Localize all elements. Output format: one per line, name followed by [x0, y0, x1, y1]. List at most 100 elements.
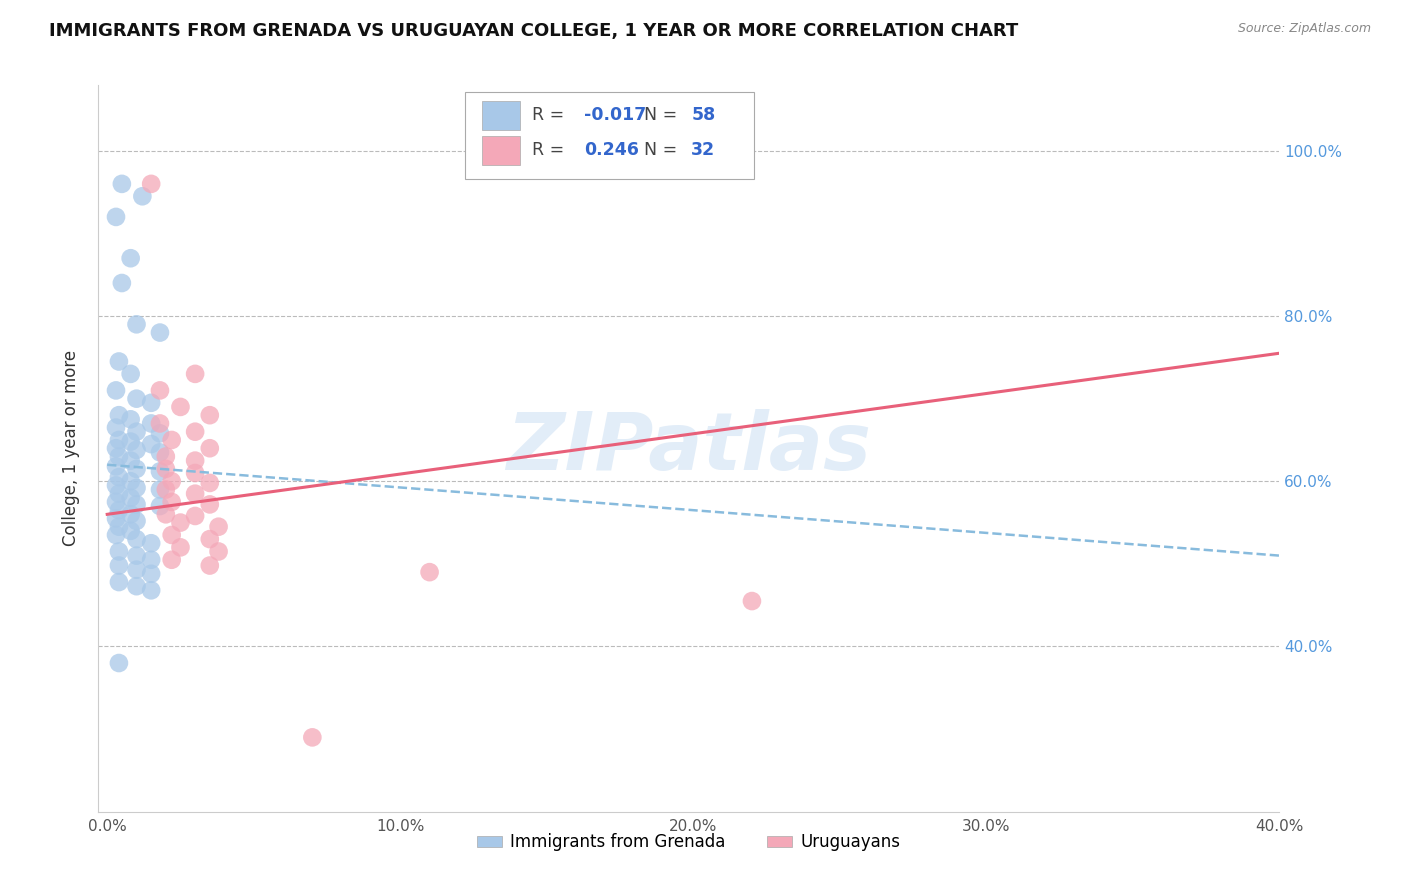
- Point: [120, 508, 142, 522]
- Point: [120, 367, 142, 381]
- Point: [120, 434, 142, 449]
- Point: [125, 392, 148, 406]
- Point: [419, 565, 441, 579]
- Point: [125, 425, 148, 439]
- Point: [160, 553, 183, 567]
- Point: [120, 524, 142, 538]
- Text: N =: N =: [644, 106, 683, 124]
- Point: [184, 508, 207, 523]
- Point: [105, 528, 128, 542]
- Point: [108, 503, 131, 517]
- Point: [169, 541, 191, 555]
- FancyBboxPatch shape: [464, 92, 754, 179]
- Point: [149, 417, 172, 431]
- Point: [155, 462, 177, 476]
- Point: [125, 497, 148, 511]
- Point: [169, 400, 191, 414]
- Point: [149, 426, 172, 441]
- Point: [198, 532, 221, 546]
- Point: [105, 511, 128, 525]
- Point: [108, 470, 131, 484]
- Point: [141, 583, 163, 598]
- Point: [111, 177, 134, 191]
- Point: [108, 408, 131, 422]
- Point: [108, 656, 131, 670]
- Point: [155, 483, 177, 497]
- Point: [108, 544, 131, 558]
- Point: [160, 433, 183, 447]
- Point: [125, 318, 148, 332]
- Point: [207, 544, 229, 558]
- Point: [141, 177, 163, 191]
- Point: [198, 497, 221, 511]
- Point: [155, 450, 177, 464]
- Point: [108, 433, 131, 447]
- Point: [105, 459, 128, 474]
- Point: [198, 442, 221, 456]
- Text: N =: N =: [644, 141, 683, 159]
- Text: Source: ZipAtlas.com: Source: ZipAtlas.com: [1237, 22, 1371, 36]
- Point: [184, 453, 207, 467]
- Text: 0.246: 0.246: [583, 141, 638, 159]
- Point: [108, 450, 131, 464]
- Point: [125, 579, 148, 593]
- Point: [741, 594, 763, 608]
- Text: -0.017: -0.017: [583, 106, 647, 124]
- Point: [141, 396, 163, 410]
- Point: [149, 445, 172, 459]
- Legend: Immigrants from Grenada, Uruguayans: Immigrants from Grenada, Uruguayans: [471, 827, 907, 858]
- Text: ZIPatlas: ZIPatlas: [506, 409, 872, 487]
- Point: [105, 210, 128, 224]
- Point: [141, 536, 163, 550]
- Point: [125, 462, 148, 476]
- Point: [108, 486, 131, 500]
- Point: [125, 514, 148, 528]
- Point: [105, 384, 128, 398]
- Point: [184, 486, 207, 500]
- Point: [149, 499, 172, 513]
- Point: [301, 731, 323, 745]
- Point: [125, 549, 148, 563]
- Point: [141, 417, 163, 431]
- Point: [184, 466, 207, 480]
- FancyBboxPatch shape: [482, 101, 520, 130]
- Point: [108, 558, 131, 573]
- Text: R =: R =: [531, 141, 569, 159]
- Point: [169, 516, 191, 530]
- Point: [141, 437, 163, 451]
- Point: [105, 478, 128, 492]
- Point: [105, 442, 128, 456]
- Point: [198, 408, 221, 422]
- Point: [108, 354, 131, 368]
- Point: [111, 276, 134, 290]
- Point: [149, 483, 172, 497]
- Text: 58: 58: [692, 106, 716, 124]
- Point: [108, 519, 131, 533]
- Point: [198, 475, 221, 490]
- Point: [155, 508, 177, 522]
- Point: [105, 495, 128, 509]
- Point: [184, 425, 207, 439]
- Y-axis label: College, 1 year or more: College, 1 year or more: [62, 351, 80, 546]
- Point: [149, 326, 172, 340]
- FancyBboxPatch shape: [482, 136, 520, 165]
- Point: [207, 519, 229, 533]
- Point: [149, 464, 172, 478]
- Point: [149, 384, 172, 398]
- Point: [120, 453, 142, 467]
- Text: R =: R =: [531, 106, 569, 124]
- Point: [120, 251, 142, 265]
- Point: [198, 558, 221, 573]
- Point: [125, 442, 148, 457]
- Point: [125, 532, 148, 546]
- Point: [160, 475, 183, 489]
- Point: [120, 412, 142, 426]
- Point: [131, 189, 153, 203]
- Point: [108, 575, 131, 590]
- Point: [120, 491, 142, 505]
- Point: [141, 553, 163, 567]
- Point: [160, 528, 183, 542]
- Point: [160, 495, 183, 509]
- Point: [125, 481, 148, 495]
- Point: [105, 420, 128, 434]
